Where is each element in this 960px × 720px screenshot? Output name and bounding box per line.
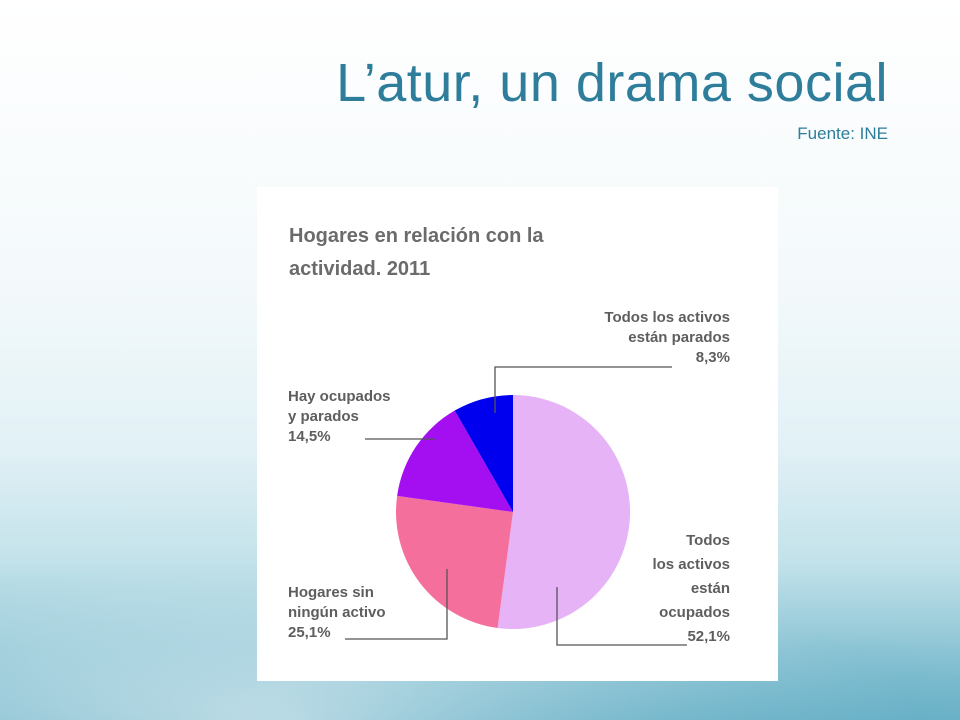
- slice-label-todos-ocupados-line-1: Todos: [686, 532, 730, 549]
- slice-label-hogares-sin-activo-line-3: 25,1%: [288, 624, 331, 641]
- slice-label-ocupados-y-parados-line-2: y parados: [288, 408, 359, 425]
- pie-slice-ocupados-y-parados: [397, 410, 513, 512]
- slice-label-todos-ocupados-line-3: están: [691, 580, 730, 597]
- slice-label-todos-ocupados-line-4: ocupados: [659, 604, 730, 621]
- pie-slice-todos-ocupados: [497, 395, 631, 629]
- leader-line-hogares-sin-activo: [345, 569, 448, 640]
- slice-label-todos-parados-line-2: están parados: [628, 329, 730, 346]
- chart-title-line-1: Hogares en relación con la: [289, 225, 544, 247]
- slice-label-ocupados-y-parados-line-1: Hay ocupados: [288, 388, 391, 405]
- leader-lines: [345, 366, 687, 646]
- slice-label-hogares-sin-activo-line-1: Hogares sin: [288, 584, 374, 601]
- slide-title: L’atur, un drama social: [336, 53, 888, 113]
- slice-label-ocupados-y-parados-line-3: 14,5%: [288, 428, 331, 445]
- slice-label-todos-ocupados-line-5: 52,1%: [687, 628, 730, 645]
- slice-label-todos-parados-line-3: 8,3%: [696, 349, 730, 366]
- slice-labels: Todos los activos están ocupados 52,1% Hogare…: [288, 309, 730, 645]
- chart-title-line-2: actividad. 2011: [289, 258, 430, 280]
- leader-line-todos-parados: [494, 366, 672, 413]
- pie-slices: [396, 395, 631, 629]
- pie-slice-hogares-sin-activo: [396, 495, 513, 628]
- chart-panel: Hogares en relación con la actividad. 20…: [257, 187, 778, 681]
- slice-label-hogares-sin-activo-line-2: ningún activo: [288, 604, 386, 621]
- slide-subtitle: Fuente: INE: [797, 124, 888, 143]
- slice-label-todos-ocupados-line-2: los activos: [652, 556, 730, 573]
- pie-slice-todos-parados: [454, 395, 513, 512]
- leader-line-todos-ocupados: [556, 587, 687, 646]
- pie-chart: Hogares en relación con la actividad. 20…: [288, 225, 730, 646]
- slice-label-todos-parados-line-1: Todos los activos: [604, 309, 730, 326]
